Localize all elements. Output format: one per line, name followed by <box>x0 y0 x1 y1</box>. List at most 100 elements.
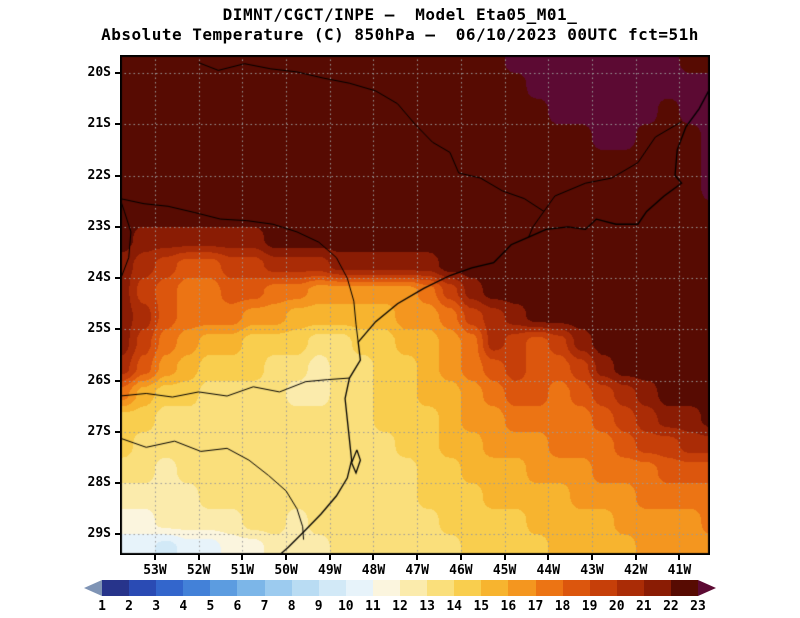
x-axis-tick-mark <box>416 555 419 560</box>
x-axis-tick-label: 41W <box>667 563 692 578</box>
x-axis-tick-mark <box>241 555 244 560</box>
colorbar-segment <box>481 580 509 596</box>
colorbar-segment <box>291 580 319 596</box>
y-axis-tick-label: 25S <box>87 321 111 337</box>
y-axis-tick-mark <box>115 174 120 177</box>
x-axis-tick-mark <box>372 555 375 560</box>
x-axis-tick-label: 49W <box>318 563 342 578</box>
colorbar-segment <box>400 580 428 596</box>
y-axis-tick-mark <box>115 277 120 280</box>
y-axis-tick-mark <box>115 482 120 485</box>
colorbar-tick-label: 20 <box>608 599 625 614</box>
x-axis-tick-label: 43W <box>580 563 604 578</box>
colorbar-segment <box>670 580 699 596</box>
colorbar-segment <box>372 580 401 596</box>
map-plot-area: 20S 21S 22S 23S 24S 25S 26S 27S 28S 29S 53W 52W 51W 5… <box>88 55 710 578</box>
y-axis-tick-label: 21S <box>87 116 111 132</box>
x-axis-tick-mark <box>591 555 593 560</box>
x-axis-tick-label: 47W <box>405 563 429 578</box>
colorbar-segment <box>454 580 482 596</box>
colorbar-segment <box>183 580 211 596</box>
x-axis-tick-mark <box>678 555 681 560</box>
y-axis-tick-mark <box>115 533 120 536</box>
y-axis-tick-label: 26S <box>87 372 111 388</box>
y-axis-tick-mark <box>115 71 120 74</box>
colorbar-tick-label: 17 <box>527 599 544 614</box>
colorbar-segment <box>156 580 184 596</box>
y-axis-tick-mark <box>115 328 120 331</box>
x-axis-tick-mark <box>197 555 200 560</box>
colorbar-tick-label: 2 <box>125 599 133 614</box>
colorbar-segment <box>318 580 346 596</box>
colorbar-segment <box>102 580 130 596</box>
colorbar-tick-label: 7 <box>260 599 269 614</box>
colorbar-tick-label: 6 <box>233 599 242 614</box>
colorbar-tick-label: 22 <box>663 599 679 614</box>
colorbar-tick-label: 15 <box>473 599 490 614</box>
x-axis-tick-mark <box>153 555 156 560</box>
x-axis-tick-label: 48W <box>361 563 386 578</box>
y-axis-tick-label: 24S <box>87 270 111 286</box>
colorbar-tick-label: 9 <box>314 599 323 614</box>
colorbar-segment <box>535 580 563 596</box>
x-axis-tick-mark <box>328 555 331 560</box>
colorbar-segment <box>210 580 238 596</box>
colorbar-segment <box>589 580 617 596</box>
x-axis-tick-mark <box>459 555 462 560</box>
y-axis-tick-label: 20S <box>87 64 111 80</box>
temperature-heatmap-canvas <box>120 55 710 555</box>
y-axis-tick-label: 22S <box>87 167 111 183</box>
colorbar-tick-label: 18 <box>554 599 571 614</box>
colorbar-tick-label: 4 <box>179 599 188 614</box>
colorbar-segment <box>562 580 590 596</box>
y-axis-tick-label: 27S <box>87 423 111 439</box>
colorbar-tick-label: 21 <box>635 599 652 614</box>
colorbar-left-arrow <box>84 580 102 596</box>
chart-title-line1: DIMNT/CGCT/INPE — Model Eta05_M01_ <box>222 5 578 24</box>
colorbar-segment <box>264 580 292 596</box>
colorbar-tick-label: 11 <box>365 599 381 614</box>
x-axis-tick-label: 52W <box>186 563 211 578</box>
x-axis-tick-label: 46W <box>449 563 473 578</box>
y-axis-tick-mark <box>115 123 120 126</box>
colorbar-segment <box>129 580 157 596</box>
colorbar-segments <box>102 580 699 596</box>
colorbar-segment <box>345 580 373 596</box>
x-axis-tick-label: 53W <box>143 563 167 578</box>
y-axis-tick-mark <box>115 379 120 382</box>
colorbar-tick-label: 23 <box>690 599 706 614</box>
colorbar-right-arrow <box>698 580 716 596</box>
colorbar-tick-label: 12 <box>392 599 408 614</box>
colorbar-tick-label: 16 <box>500 599 517 614</box>
colorbar-segment <box>508 580 536 596</box>
colorbar-tick-label: 14 <box>446 599 462 614</box>
y-axis-tick-label: 28S <box>87 475 111 491</box>
x-axis-tick-mark <box>503 555 506 560</box>
y-axis-tick-mark <box>115 225 120 228</box>
x-axis-tick-mark <box>634 555 637 560</box>
x-axis-tick-mark <box>547 555 550 560</box>
x-axis-tick-mark <box>285 555 288 560</box>
colorbar-tick-label: 13 <box>419 599 435 614</box>
colorbar-tick-label: 8 <box>287 599 296 614</box>
colorbar-tick-label: 3 <box>152 599 161 614</box>
y-axis-tick-label: 29S <box>87 526 111 542</box>
x-axis-tick-label: 50W <box>274 563 298 578</box>
colorbar-segment <box>616 580 644 596</box>
x-axis-tick-label: 51W <box>230 563 255 578</box>
colorbar-segment <box>427 580 455 596</box>
colorbar-tick-label: 1 <box>98 599 106 614</box>
chart-title-line2: Absolute Temperature (C) 850hPa — 06/10/… <box>101 25 699 44</box>
y-axis-tick-mark <box>115 430 120 433</box>
colorbar-segment <box>237 580 265 596</box>
colorbar-tick-label: 5 <box>206 599 215 614</box>
colorbar-tick-label: 19 <box>581 599 598 614</box>
temperature-colorbar: 1 2 3 4 5 6 7 8 9 10 11 12 13 14 15 16 17 18 19 20 21 22 23 <box>84 580 716 616</box>
x-axis-tick-label: 44W <box>536 563 561 578</box>
colorbar-segment <box>643 580 671 596</box>
x-axis-tick-label: 45W <box>492 563 517 578</box>
colorbar-tick-label: 10 <box>337 599 354 614</box>
x-axis-tick-label: 42W <box>623 563 648 578</box>
y-axis-tick-label: 23S <box>87 218 111 234</box>
